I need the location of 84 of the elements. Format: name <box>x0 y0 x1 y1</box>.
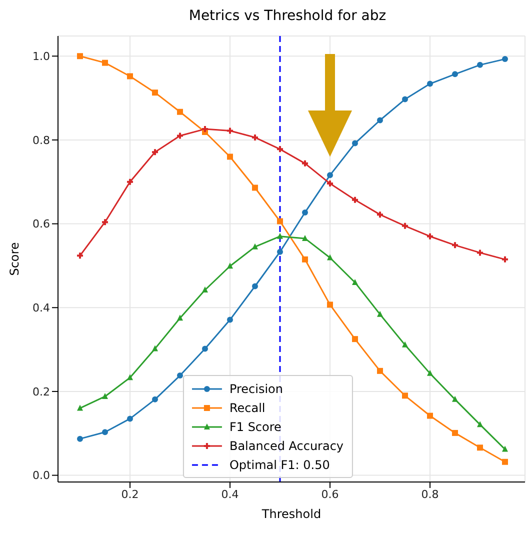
point <box>427 412 433 419</box>
point <box>327 254 333 260</box>
point <box>127 374 133 380</box>
point <box>426 232 434 240</box>
point <box>377 310 383 317</box>
point <box>252 184 258 191</box>
point <box>502 446 508 452</box>
point <box>302 256 308 262</box>
point <box>176 132 184 140</box>
y-tick-label: 1.0 <box>32 50 50 64</box>
point <box>102 392 108 399</box>
point <box>352 336 358 342</box>
point <box>452 396 458 402</box>
point <box>452 430 458 436</box>
point <box>177 314 183 321</box>
point <box>101 218 109 226</box>
point <box>352 140 358 146</box>
point <box>177 108 183 115</box>
point <box>151 148 159 156</box>
point <box>227 262 233 269</box>
point <box>77 53 83 60</box>
point <box>77 404 83 411</box>
x-tick-label: 0.4 <box>221 488 239 501</box>
legend-label: Recall <box>229 400 266 414</box>
point <box>152 90 158 96</box>
point <box>202 346 208 352</box>
point <box>401 222 409 230</box>
point <box>351 196 359 204</box>
point <box>226 126 234 135</box>
point <box>502 56 508 62</box>
point <box>477 444 483 451</box>
y-tick-label: 0.2 <box>32 385 50 398</box>
point <box>252 243 258 250</box>
point <box>402 392 408 399</box>
x-tick-label: 0.6 <box>321 488 339 501</box>
legend-label: F1 Score <box>229 420 282 434</box>
point <box>502 458 508 465</box>
legend-label: Balanced Accuracy <box>229 438 344 452</box>
point <box>127 73 133 80</box>
x-axis-title: Threshold <box>260 507 322 521</box>
y-tick-label: 0.0 <box>32 469 50 482</box>
point <box>127 416 133 422</box>
point <box>202 286 208 293</box>
legend-label: Precision <box>229 382 284 396</box>
point <box>301 159 309 168</box>
point <box>227 154 233 160</box>
x-tick-label: 0.8 <box>421 488 439 501</box>
point <box>376 210 384 219</box>
point <box>427 370 433 376</box>
point <box>102 60 108 66</box>
point <box>352 278 358 285</box>
point <box>152 396 158 402</box>
point <box>277 232 283 239</box>
ref-line-label: Optimal F1: 0.50 <box>229 458 330 472</box>
point <box>452 71 458 78</box>
point <box>477 62 483 68</box>
y-axis-title: Score <box>7 242 22 276</box>
y-tick-label: 0.4 <box>32 302 50 315</box>
point <box>277 218 283 224</box>
point <box>402 341 408 348</box>
point <box>451 241 459 250</box>
point <box>327 172 333 178</box>
point <box>402 96 408 102</box>
point <box>277 248 283 255</box>
point <box>177 372 183 379</box>
point <box>477 421 483 428</box>
point <box>302 209 308 216</box>
point <box>302 234 308 241</box>
y-tick-label: 0.6 <box>32 218 50 231</box>
point <box>102 429 108 436</box>
point <box>476 248 484 257</box>
point <box>77 436 83 442</box>
point <box>152 345 158 352</box>
y-tick-label: 0.8 <box>32 134 50 147</box>
point <box>427 80 433 87</box>
point <box>252 283 258 290</box>
point <box>126 178 134 186</box>
point <box>377 117 383 124</box>
point <box>276 145 284 154</box>
chart-title: Metrics vs Threshold for abz <box>188 8 388 26</box>
point <box>377 368 383 374</box>
x-tick-label: 0.2 <box>121 488 139 501</box>
point <box>327 302 333 308</box>
point <box>227 316 233 323</box>
